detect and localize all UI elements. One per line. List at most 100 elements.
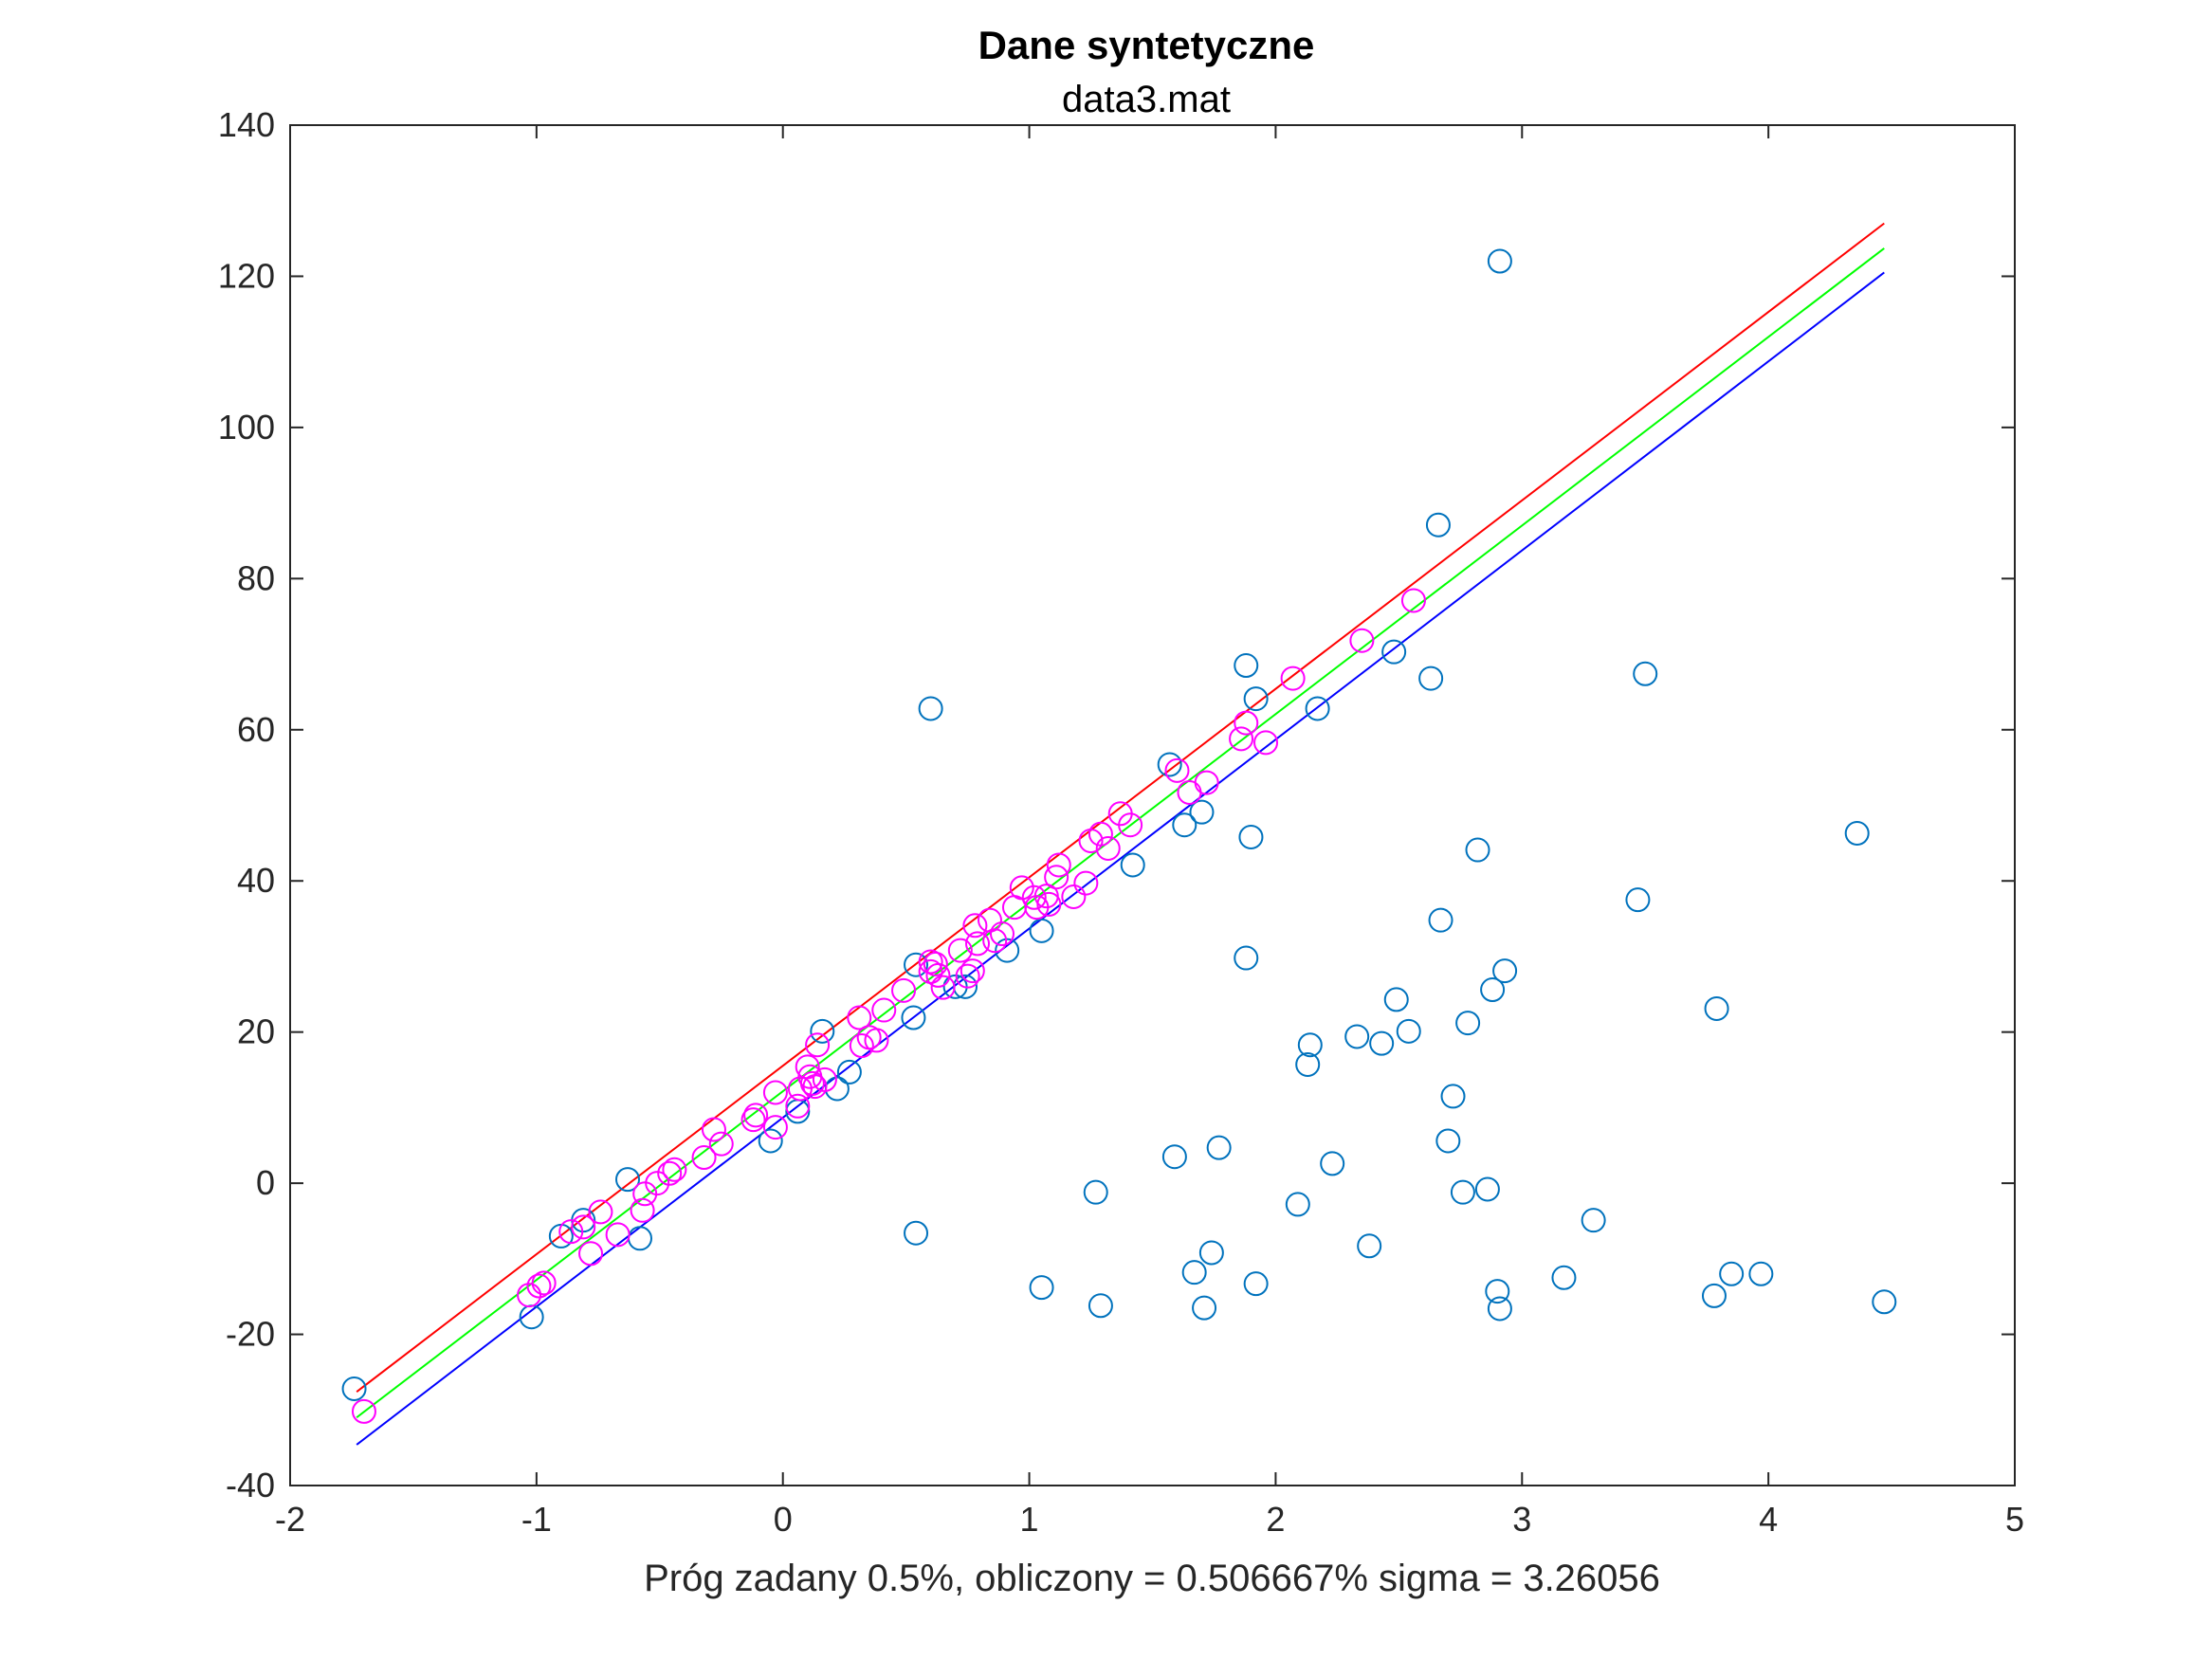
data-point: [1425, 512, 1451, 538]
inlier-point: [871, 997, 897, 1023]
data-point: [1238, 824, 1264, 849]
data-point: [1428, 907, 1453, 933]
inlier-point: [864, 1028, 889, 1053]
inlier-point: [1253, 730, 1279, 756]
data-point: [1192, 1295, 1217, 1321]
data-point: [1344, 1024, 1370, 1049]
data-point: [836, 1059, 862, 1085]
inlier-point: [691, 1145, 717, 1171]
axis-ticks: -2 -1 0 1 2 3 4 5 -40 -20 0 20 40 60 80 100 120 140: [218, 105, 2024, 1539]
y-tick-label: 100: [218, 408, 275, 447]
scatter-points: [341, 248, 1897, 1424]
data-point: [810, 1018, 835, 1044]
x-tick-label: 5: [2005, 1500, 2024, 1539]
inlier-point: [1194, 770, 1219, 795]
data-point: [1172, 812, 1197, 838]
data-point: [1465, 837, 1490, 863]
inlier-point: [762, 1115, 788, 1140]
inlier-point: [605, 1222, 631, 1248]
inlier-point: [982, 928, 1008, 954]
data-point: [1719, 1261, 1745, 1286]
y-tick-label: 20: [237, 1012, 275, 1051]
data-point: [1320, 1151, 1345, 1176]
inlier-point: [1044, 865, 1069, 890]
x-tick-label: 4: [1759, 1500, 1778, 1539]
data-point: [1198, 1240, 1224, 1266]
y-tick-label: 40: [237, 861, 275, 900]
data-point: [918, 696, 943, 721]
inlier-point: [1021, 884, 1047, 910]
x-tick-label: 3: [1512, 1500, 1531, 1539]
x-axis-label: Próg zadany 0.5%, obliczony = 0.506667% …: [644, 1558, 1660, 1599]
data-point: [615, 1167, 641, 1193]
data-point: [1440, 1084, 1466, 1109]
data-point: [1234, 945, 1259, 971]
inlier-point: [1061, 884, 1087, 909]
inlier-point: [351, 1398, 376, 1424]
data-point: [1383, 987, 1409, 1012]
data-point: [1285, 1192, 1310, 1217]
inlier-point: [960, 958, 985, 984]
inlier-point: [977, 907, 1002, 933]
data-point: [1435, 1128, 1461, 1154]
data-point: [1625, 887, 1651, 913]
data-point: [1189, 799, 1215, 825]
data-point: [1120, 852, 1145, 878]
data-point: [1450, 1179, 1475, 1205]
inlier-point: [1229, 726, 1254, 752]
inlier-point: [1349, 628, 1375, 653]
data-point: [1487, 248, 1512, 274]
inlier-point: [989, 921, 1015, 947]
inlier-point: [849, 1033, 874, 1059]
inlier-point: [805, 1032, 831, 1058]
inlier-point: [1073, 870, 1099, 896]
inlier-point: [1234, 710, 1259, 736]
data-point: [341, 1376, 367, 1401]
x-tick-label: -2: [275, 1500, 305, 1539]
inlier-point: [1164, 757, 1190, 783]
data-point: [1181, 1260, 1207, 1285]
inlier-point: [1009, 875, 1034, 901]
lower-line: [356, 271, 1885, 1446]
axes-frame: [289, 124, 2016, 1486]
data-point: [1234, 653, 1259, 679]
data-point: [904, 1220, 929, 1246]
x-tick-label: 0: [774, 1500, 793, 1539]
data-point: [1487, 1296, 1512, 1322]
upper-line: [356, 222, 1885, 1393]
data-point: [1369, 1030, 1395, 1056]
inlier-point: [762, 1080, 788, 1105]
fit-lines: [356, 222, 1885, 1446]
inlier-point: [925, 962, 951, 988]
data-point: [1492, 958, 1518, 984]
inlier-point: [571, 1214, 596, 1240]
data-point: [1161, 1144, 1187, 1170]
inlier-point: [891, 977, 917, 1003]
data-point: [1633, 661, 1658, 686]
data-point: [1418, 665, 1444, 691]
data-point: [1088, 1293, 1113, 1319]
inlier-point: [1036, 891, 1062, 917]
inlier-point: [588, 1199, 613, 1225]
data-point: [1872, 1289, 1897, 1315]
inlier-point: [708, 1131, 734, 1157]
inlier-point: [1095, 835, 1121, 861]
inlier-point: [799, 1070, 825, 1096]
data-point: [1396, 1018, 1421, 1044]
x-tick-label: 1: [1020, 1500, 1039, 1539]
inlier-point: [558, 1219, 584, 1245]
data-point: [1029, 918, 1054, 943]
inlier-point: [662, 1157, 687, 1182]
inlier-point: [701, 1117, 726, 1142]
data-point: [1295, 1051, 1321, 1077]
data-point: [1357, 1233, 1382, 1259]
data-point: [1029, 1275, 1054, 1301]
y-tick-label: 120: [218, 256, 275, 295]
inlier-point: [531, 1270, 557, 1296]
data-point: [1480, 977, 1506, 1003]
data-point: [1157, 752, 1182, 777]
y-tick-label: 0: [256, 1163, 275, 1202]
inlier-point: [1400, 588, 1426, 613]
inlier-point: [962, 913, 988, 939]
